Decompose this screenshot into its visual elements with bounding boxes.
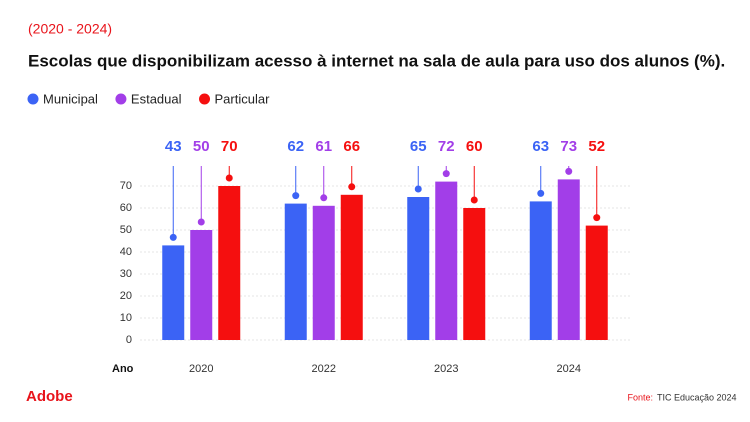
- label-dot: [197, 218, 205, 226]
- bar: [190, 230, 213, 340]
- bar: [557, 179, 580, 340]
- legend-label: Estadual: [131, 91, 182, 106]
- x-tick-label: 2022: [312, 363, 336, 375]
- bar: [435, 181, 458, 340]
- chart-subtitle: (2020 - 2024): [28, 21, 112, 37]
- label-dot: [537, 189, 545, 197]
- x-tick-label: 2020: [189, 363, 213, 375]
- legend-swatch: [199, 93, 211, 105]
- value-label: 72: [438, 138, 455, 155]
- label-dot: [225, 174, 233, 182]
- y-tick-label: 30: [120, 268, 132, 280]
- legend-swatch: [115, 93, 127, 105]
- x-tick-label: 2024: [557, 363, 581, 375]
- value-label: 65: [410, 138, 427, 155]
- y-tick-label: 70: [120, 180, 132, 192]
- value-label: 43: [165, 138, 182, 155]
- source: TIC Educação 2024: [657, 392, 737, 402]
- value-label: 70: [221, 138, 238, 155]
- value-label: 62: [287, 138, 304, 155]
- chart-title: Escolas que disponibilizam acesso à inte…: [28, 51, 725, 70]
- label-dot: [565, 167, 573, 175]
- bar: [218, 186, 241, 340]
- value-label: 52: [588, 138, 605, 155]
- y-tick-label: 0: [126, 334, 132, 346]
- bar: [407, 197, 430, 340]
- y-tick-label: 40: [120, 246, 132, 258]
- legend-label: Municipal: [43, 91, 98, 106]
- label-dot: [169, 233, 177, 241]
- legend-label: Particular: [215, 91, 271, 106]
- legend-swatch: [27, 93, 39, 105]
- x-tick-label: 2023: [434, 363, 458, 375]
- brand: Adobe: [26, 388, 73, 405]
- label-dot: [348, 183, 356, 191]
- bar: [463, 208, 486, 340]
- bar: [284, 203, 307, 340]
- bar: [585, 225, 608, 340]
- x-axis-label: Ano: [112, 363, 134, 375]
- label-dot: [593, 214, 601, 222]
- bar: [162, 245, 185, 340]
- label-dot: [442, 170, 450, 178]
- value-label: 61: [315, 138, 332, 155]
- y-tick-label: 50: [120, 224, 132, 236]
- label-dot: [414, 185, 422, 193]
- source-label: Fonte:: [627, 392, 653, 402]
- bar: [312, 205, 335, 340]
- value-label: 60: [466, 138, 483, 155]
- value-label: 63: [532, 138, 549, 155]
- value-label: 50: [193, 138, 210, 155]
- y-tick-label: 10: [120, 312, 132, 324]
- y-tick-label: 60: [120, 202, 132, 214]
- bar: [340, 194, 363, 340]
- value-label: 66: [343, 138, 360, 155]
- label-dot: [292, 192, 300, 200]
- y-tick-label: 20: [120, 290, 132, 302]
- label-dot: [470, 196, 478, 204]
- bar: [529, 201, 552, 340]
- value-label: 73: [560, 138, 577, 155]
- label-dot: [320, 194, 328, 202]
